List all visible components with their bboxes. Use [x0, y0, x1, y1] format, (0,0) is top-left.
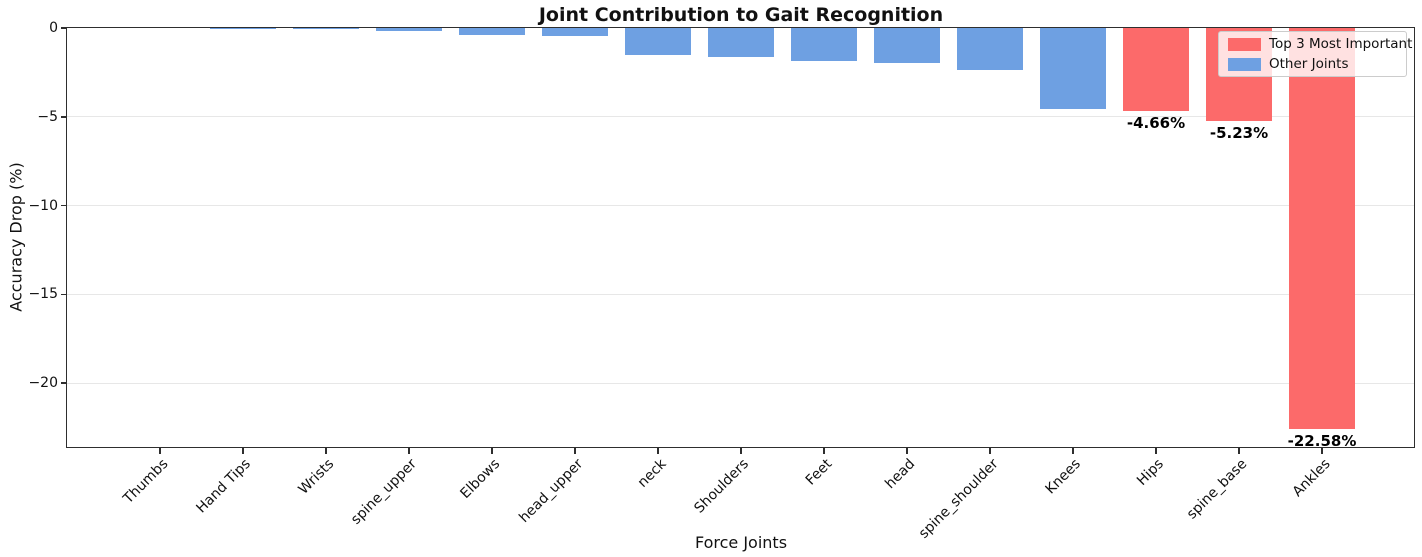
x-tick-mark [242, 448, 244, 454]
x-tick-label: Knees [1042, 456, 1085, 498]
bar-elbows [459, 28, 525, 35]
bar-head-upper [542, 28, 608, 36]
y-tick-label: −15 [28, 286, 58, 303]
y-tick-mark [61, 116, 67, 118]
bar-shoulders [708, 28, 774, 58]
bar-ankles [1289, 28, 1355, 429]
x-tick-mark [574, 448, 576, 454]
x-tick-label: Ankles [1289, 456, 1334, 501]
legend-swatch-top3 [1228, 37, 1261, 51]
y-tick-mark [61, 293, 67, 295]
y-tick-label: 0 [49, 20, 58, 36]
y-tick-label: −20 [28, 375, 58, 391]
x-tick-label: Elbows [457, 456, 504, 502]
bar-hips [1123, 28, 1189, 111]
chart-title: Joint Contribution to Gait Recognition [538, 4, 944, 26]
x-tick-label: Wrists [295, 456, 338, 498]
x-axis-label: Force Joints [694, 533, 788, 552]
y-tick-mark [61, 382, 67, 384]
y-tick-mark [61, 204, 67, 207]
bar-head [874, 28, 940, 63]
bar-spine-shoulder [957, 28, 1023, 70]
x-tick-label: spine_upper [348, 456, 421, 528]
x-tick-mark [491, 448, 493, 454]
x-tick-mark [1155, 448, 1157, 454]
bar-wrists [293, 28, 359, 29]
plot-area [67, 28, 1415, 448]
x-tick-label: spine_base [1183, 456, 1251, 523]
x-tick-mark [1072, 448, 1074, 454]
x-tick-mark [906, 448, 908, 454]
gridline-y-10 [67, 205, 1415, 206]
x-tick-mark [325, 448, 327, 454]
x-tick-mark [740, 448, 742, 454]
bar-knees [1040, 28, 1106, 109]
legend: Top 3 Most Important Other Joints [1218, 31, 1412, 77]
legend-swatch-other [1228, 57, 1261, 71]
legend-item-other: Other Joints [1228, 56, 1397, 72]
bar-value-label: -5.23% [1209, 123, 1269, 142]
x-tick-label: Feet [802, 456, 836, 489]
legend-label-top3: Top 3 Most Important [1269, 36, 1413, 52]
x-tick-mark [159, 448, 161, 454]
x-tick-mark [1321, 448, 1323, 454]
x-tick-label: head_upper [516, 456, 587, 526]
x-tick-label: spine_shoulder [915, 456, 1002, 542]
x-tick-label: Hand Tips [193, 456, 255, 517]
x-tick-label: Shoulders [691, 456, 753, 517]
legend-label-other: Other Joints [1269, 56, 1349, 72]
y-tick-label: −10 [28, 197, 58, 214]
x-tick-mark [657, 448, 659, 454]
x-tick-label: neck [634, 456, 670, 491]
x-tick-mark [989, 448, 991, 454]
gridline-y-15 [67, 293, 1415, 295]
bar-value-label: -22.58% [1287, 431, 1357, 450]
gridline-y-5 [67, 116, 1415, 118]
y-tick-mark [61, 27, 67, 29]
x-tick-mark [408, 448, 410, 454]
x-tick-label: Hips [1134, 456, 1168, 489]
x-tick-label: head [882, 456, 919, 493]
x-tick-mark [1238, 448, 1240, 454]
x-tick-mark [823, 448, 825, 454]
y-tick-label: −5 [37, 108, 58, 125]
legend-item-top3: Top 3 Most Important [1228, 36, 1412, 52]
bar-spine-upper [376, 28, 442, 32]
gridline-y-20 [67, 382, 1415, 384]
bar-feet [791, 28, 857, 61]
bar-value-label: -4.66% [1126, 113, 1186, 132]
bar-neck [625, 28, 691, 55]
x-tick-label: Thumbs [120, 456, 172, 508]
